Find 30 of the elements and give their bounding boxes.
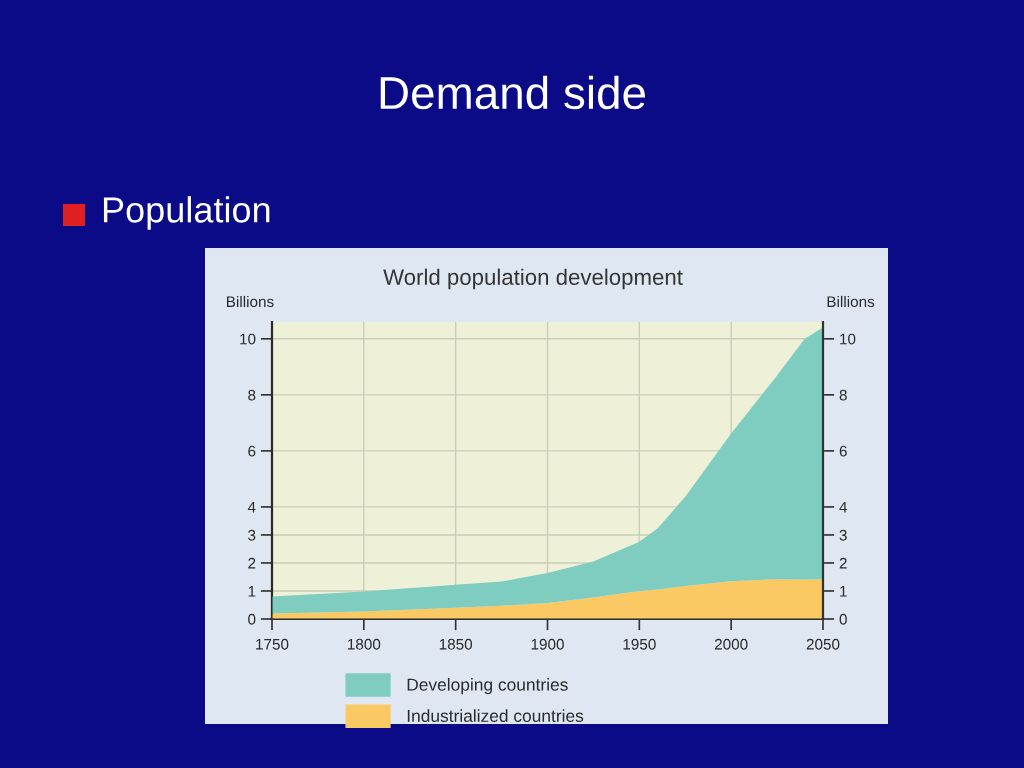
y-tick-label: 0 bbox=[248, 613, 256, 625]
x-tick-label: 2050 bbox=[806, 638, 840, 650]
y2-tick-label: 2 bbox=[839, 557, 847, 569]
text: Population bbox=[103, 196, 270, 230]
x-tick-label: 2000 bbox=[714, 638, 748, 650]
y-tick-label: 10 bbox=[240, 333, 256, 345]
y2-tick-label: 0 bbox=[839, 613, 847, 625]
y2-tick-label: 1 bbox=[840, 586, 847, 597]
y-axis-title: Billions bbox=[227, 295, 274, 308]
y-tick-label: 1 bbox=[248, 586, 256, 597]
x-tick-label: 1850 bbox=[439, 638, 473, 650]
y-tick-label: 4 bbox=[247, 501, 256, 513]
y2-tick-label: 3 bbox=[839, 529, 847, 541]
y2-tick-label: 4 bbox=[839, 501, 848, 513]
x-tick-label: 1950 bbox=[623, 638, 656, 650]
legend-label: Developing countries bbox=[407, 678, 568, 695]
y-tick-label: 8 bbox=[248, 389, 256, 401]
x-tick-label: 1800 bbox=[348, 638, 381, 650]
y-tick-label: 3 bbox=[248, 529, 256, 541]
y-tick-label: 6 bbox=[248, 445, 256, 457]
y2-axis-title: Billions bbox=[827, 295, 875, 308]
legend-label: Industrialized countries bbox=[407, 709, 584, 723]
x-tick-label: 1900 bbox=[531, 638, 564, 650]
y2-tick-label: 6 bbox=[839, 445, 847, 457]
y-tick-label: 2 bbox=[248, 557, 256, 569]
y2-tick-label: 10 bbox=[840, 333, 856, 345]
text: Demand side bbox=[380, 75, 645, 110]
x-tick-label: 1750 bbox=[256, 638, 289, 650]
y2-tick-label: 8 bbox=[839, 389, 847, 401]
chart-title: World population development bbox=[383, 268, 683, 290]
